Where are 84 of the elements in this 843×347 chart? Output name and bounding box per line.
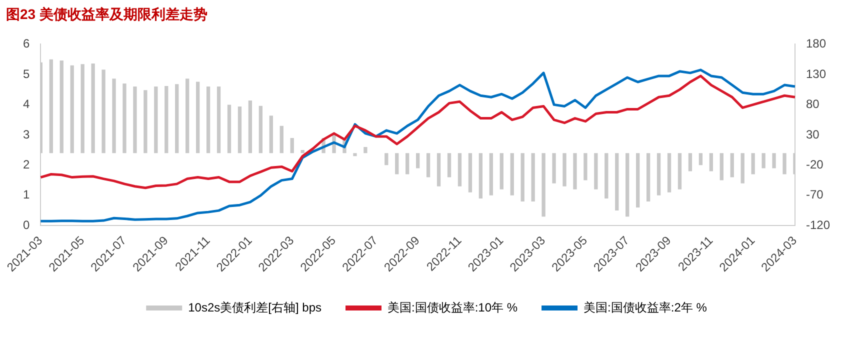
- bar: [238, 106, 242, 154]
- bar: [709, 153, 714, 172]
- y-tick-label: 5: [22, 66, 30, 81]
- bar: [626, 153, 630, 217]
- bar: [656, 153, 661, 196]
- bar: [133, 86, 137, 154]
- bar: [406, 153, 410, 174]
- bar: [80, 64, 84, 154]
- bar: [227, 104, 232, 154]
- bar: [122, 84, 126, 154]
- bar: [416, 153, 420, 168]
- bar: [500, 153, 504, 190]
- bar: [144, 90, 148, 154]
- bar: [604, 153, 608, 198]
- bar: [186, 78, 190, 154]
- bar: [468, 153, 472, 192]
- bar: [698, 153, 703, 166]
- y2-tick-label: 130: [806, 66, 826, 81]
- bar: [762, 153, 766, 168]
- bar: [772, 153, 776, 168]
- bar: [782, 153, 786, 174]
- bar: [102, 70, 106, 154]
- y-tick-label: 6: [22, 36, 30, 51]
- bar: [175, 84, 179, 154]
- legend-label: 美国:国债收益率:2年 %: [584, 300, 708, 314]
- bar: [646, 153, 650, 202]
- bar: [510, 153, 514, 196]
- bar: [395, 153, 399, 174]
- bar: [688, 153, 692, 172]
- bar: [196, 82, 200, 154]
- bar: [478, 153, 483, 198]
- bar: [280, 126, 284, 154]
- y2-tick-label: -70: [806, 188, 824, 202]
- bar: [594, 153, 598, 190]
- bar: [458, 153, 462, 186]
- bar: [720, 153, 724, 180]
- bar: [206, 86, 210, 154]
- bar: [353, 153, 357, 156]
- y2-tick-label: -20: [806, 157, 824, 172]
- bar: [164, 86, 168, 154]
- bar: [542, 153, 546, 217]
- y-tick-label: 3: [22, 127, 30, 142]
- bar: [740, 153, 744, 184]
- bar: [562, 153, 566, 186]
- y-tick-label: 0: [22, 218, 30, 232]
- bar: [216, 86, 221, 154]
- y2-tick-label: 180: [806, 36, 826, 51]
- bar: [258, 106, 263, 154]
- y-tick-label: 2: [22, 157, 30, 172]
- bar: [584, 153, 588, 180]
- bar: [384, 153, 388, 166]
- bar: [447, 153, 452, 178]
- y-tick-label: 1: [22, 188, 30, 202]
- bar: [70, 65, 74, 154]
- bar: [636, 153, 640, 208]
- bar: [154, 86, 158, 154]
- bar: [269, 116, 273, 154]
- legend-label: 10s2s美债利差[右轴] bps: [188, 300, 322, 314]
- bar: [248, 100, 252, 154]
- bar: [615, 153, 619, 211]
- bar: [290, 138, 294, 154]
- bar: [49, 59, 53, 154]
- bar: [91, 64, 95, 154]
- bar: [300, 150, 304, 154]
- y2-tick-label: 30: [806, 127, 820, 142]
- bar: [751, 153, 755, 174]
- bar: [678, 153, 682, 190]
- bar: [573, 153, 577, 190]
- bar: [531, 153, 535, 202]
- y-tick-label: 4: [22, 97, 30, 112]
- bar: [426, 153, 430, 178]
- y2-tick-label: -120: [806, 218, 830, 232]
- bar: [520, 153, 524, 202]
- bar: [364, 147, 368, 154]
- bar: [112, 78, 116, 154]
- bar: [552, 153, 556, 184]
- legend-label: 美国:国债收益率:10年 %: [388, 300, 518, 314]
- chart-title: 图23 美债收益率及期限利差走势: [6, 6, 208, 24]
- bar: [436, 153, 441, 186]
- y2-tick-label: 80: [806, 97, 820, 112]
- bar: [667, 153, 672, 192]
- bar: [730, 153, 734, 178]
- bar: [489, 153, 493, 196]
- bar: [60, 60, 64, 154]
